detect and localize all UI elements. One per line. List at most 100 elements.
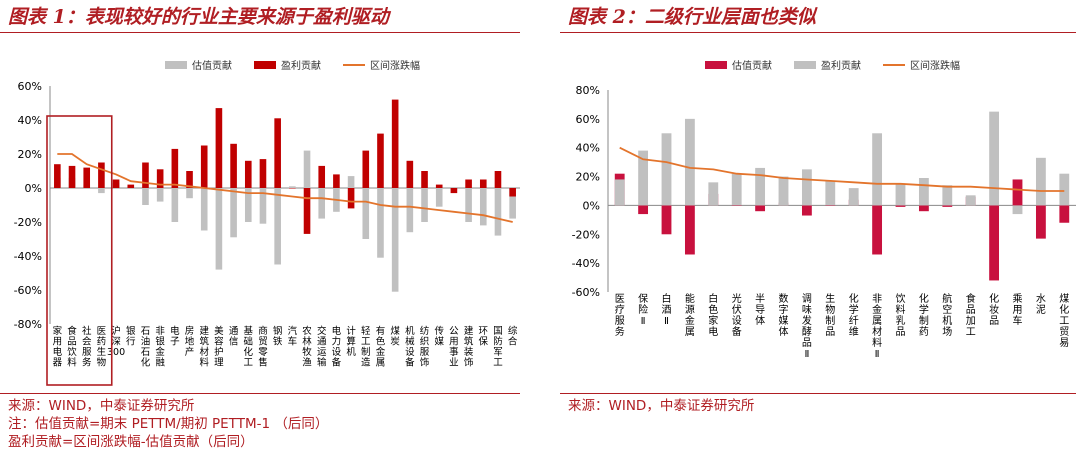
- bar-盈利贡献-通信: [230, 143, 237, 188]
- bar-估值贡献-轻工制造: [362, 188, 370, 239]
- x-tick-label: 国防军工: [493, 326, 503, 369]
- y-tick-label: 40%: [576, 142, 600, 155]
- bar-估值贡献-钢铁: [274, 188, 281, 265]
- bar-估值贡献-传媒: [435, 188, 443, 207]
- bar-估值贡献-机械设备: [406, 188, 414, 233]
- bar-盈利贡献-轻工制造: [362, 150, 370, 188]
- bar-估值贡献-煤化工贸易: [1059, 205, 1070, 223]
- legend-swatch-估值贡献: [705, 61, 727, 69]
- y-tick-label: 20%: [18, 148, 42, 161]
- line-区间涨跌幅: [57, 153, 513, 223]
- bar-估值贡献-国防军工: [494, 188, 502, 236]
- source-rule: [560, 393, 1076, 394]
- x-tick-label: 环保: [479, 326, 489, 348]
- x-tick-label: 能源金属: [685, 292, 695, 338]
- bar-估值贡献-建筑材料: [200, 188, 208, 231]
- y-tick-label: 80%: [576, 84, 600, 97]
- bar-盈利贡献-非银金融: [156, 169, 164, 188]
- bar-盈利贡献-环保: [479, 179, 487, 188]
- x-tick-label: 沪深 300: [107, 325, 125, 358]
- y-tick-label: -80%: [14, 318, 42, 331]
- line-区间涨跌幅: [619, 146, 1065, 192]
- bar-估值贡献-房地产: [186, 188, 193, 199]
- bar-估值贡献-乘用车: [1012, 179, 1023, 206]
- bar-盈利贡献-传媒: [435, 184, 443, 188]
- bar-估值贡献-通信: [230, 188, 237, 238]
- bar-盈利贡献-电力设备: [333, 174, 340, 188]
- bar-盈利贡献-化妆品: [989, 111, 1000, 206]
- bar-盈利贡献-美容护理: [215, 108, 223, 188]
- bar-盈利贡献-医药生物: [98, 162, 105, 188]
- bar-盈利贡献-有色金属: [377, 133, 384, 188]
- panel-chart-2: 图表 2：二级行业层面也类似 80% 60% 40% 20% 0% -20% -40% -60…: [560, 0, 1080, 454]
- source-note: 来源：WIND，中泰证券研究所: [568, 398, 755, 414]
- bar-估值贡献-非银金融: [156, 188, 164, 202]
- x-tick-label: 钢铁: [273, 325, 283, 348]
- x-tick-label: 公用事业: [449, 326, 459, 369]
- x-tick-label: 基础化工: [244, 325, 254, 369]
- x-tick-label: 汽车: [288, 325, 298, 348]
- y-tick-label: 20%: [576, 171, 600, 184]
- bar-盈利贡献-光伏设备: [731, 173, 742, 206]
- x-tick-label: 调味发酵品 Ⅱ: [802, 293, 812, 360]
- bar-盈利贡献-白酒Ⅱ: [661, 133, 672, 206]
- panel-chart-1: 图表 1：表现较好的行业主要来源于盈利驱动 60% 40% 20% 0% -20% -40…: [0, 0, 530, 454]
- bar-估值贡献-光伏设备: [731, 205, 742, 206]
- legend-label: 盈利贡献: [821, 59, 861, 72]
- chart-1: 60% 40% 20% 0% -20% -40% -60% -80% 估值贡献 盈利贡献 区间涨跌幅…: [14, 59, 520, 386]
- bar-盈利贡献-社会服务: [83, 167, 91, 188]
- source-rule: [0, 393, 520, 394]
- x-tick-label: 电力设备: [332, 325, 342, 369]
- x-tick-label: 电子: [170, 325, 180, 348]
- bar-估值贡献-环保: [479, 188, 487, 226]
- y-tick-label: 60%: [18, 80, 42, 93]
- bar-盈利贡献-食品饮料: [68, 165, 76, 188]
- x-tick-label: 医药生物: [97, 326, 107, 369]
- x-tick-label: 农林牧渔: [302, 325, 312, 369]
- bar-盈利贡献-饮料乳品: [895, 183, 906, 206]
- bar-盈利贡献-商贸零售: [259, 159, 267, 188]
- x-tick-label: 半导体: [755, 292, 765, 327]
- x-tick-label: 交通运输: [317, 325, 327, 369]
- legend-label: 估值贡献: [192, 59, 232, 72]
- bar-盈利贡献-银行: [127, 184, 135, 188]
- bar-盈利贡献-公用事业: [450, 188, 458, 194]
- x-tick-label: 水泥: [1036, 293, 1046, 316]
- bar-估值贡献-半导体: [755, 205, 766, 212]
- x-tick-label: 家用电器: [53, 325, 63, 369]
- bar-估值贡献-石油石化: [142, 188, 149, 205]
- x-tick-label: 白酒 Ⅱ: [662, 292, 672, 327]
- bar-估值贡献-航空机场: [942, 205, 953, 207]
- bar-估值贡献-美容护理: [215, 188, 223, 270]
- footnote-valuation: 注：估值贡献=期末 PETTM/期初 PETTM-1 （后同）: [8, 416, 329, 432]
- bar-估值贡献-白酒Ⅱ: [661, 205, 672, 235]
- bar-盈利贡献-乘用车: [1012, 205, 1023, 215]
- bar-盈利贡献-家用电器: [54, 164, 61, 188]
- bar-盈利贡献-食品加工: [965, 195, 976, 206]
- footnote-earnings: 盈利贡献=区间涨跌幅-估值贡献（后同）: [8, 434, 254, 450]
- bar-盈利贡献-医疗服务: [614, 179, 625, 206]
- bar-估值贡献-水泥: [1035, 205, 1046, 239]
- x-tick-label: 石油石化: [141, 326, 151, 369]
- bar-估值贡献-能源金属: [684, 205, 695, 255]
- x-tick-label: 白色家电: [708, 292, 718, 338]
- x-tick-label: 计算机: [346, 325, 356, 358]
- highlight-box: [46, 115, 113, 386]
- legend-label: 盈利贡献: [281, 59, 321, 72]
- bar-盈利贡献-石油石化: [142, 162, 149, 188]
- x-tick-label: 非银金融: [155, 325, 165, 369]
- x-tick-label: 有色金属: [376, 325, 386, 369]
- x-tick-label: 煤化工贸易: [1059, 292, 1069, 349]
- bar-估值贡献-汽车: [289, 186, 296, 188]
- y-tick-label: -40%: [14, 250, 42, 263]
- bar-盈利贡献-国防军工: [494, 171, 502, 188]
- bar-盈利贡献-化学纤维: [848, 188, 859, 206]
- y-tick-label: 40%: [18, 114, 42, 127]
- y-tick-label: -20%: [14, 216, 42, 229]
- x-tick-label: 医疗服务: [615, 293, 625, 338]
- bar-盈利贡献-能源金属: [684, 118, 695, 206]
- chart-2-title: 图表 2：二级行业层面也类似: [568, 6, 816, 28]
- bar-估值贡献-生物制品: [825, 205, 836, 206]
- bar-估值贡献-商贸零售: [259, 188, 267, 224]
- y-tick-label: -60%: [572, 286, 600, 299]
